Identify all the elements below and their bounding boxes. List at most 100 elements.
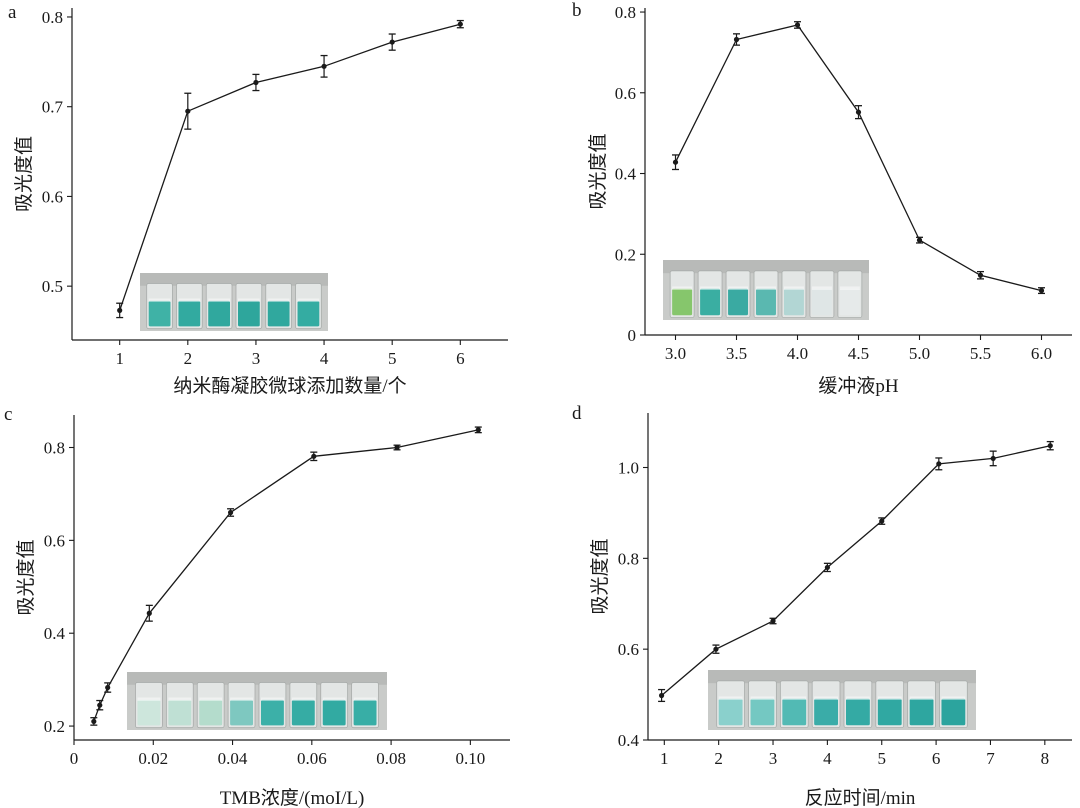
cuvette-liquid-2: [168, 699, 192, 726]
cuvette-meniscus-5: [846, 696, 870, 700]
y-axis-label: 吸光度值: [587, 133, 609, 209]
x-tick-label: 7: [986, 749, 995, 768]
panel-label: c: [4, 404, 12, 425]
data-point: [311, 453, 317, 459]
cuvette-meniscus-4: [230, 697, 253, 701]
data-point: [770, 618, 776, 624]
cuvette-liquid-2: [700, 288, 721, 316]
cuvette-meniscus-1: [148, 298, 171, 302]
cuvette-meniscus-2: [168, 697, 192, 701]
data-point: [672, 159, 679, 165]
cuvette-liquid-4: [238, 300, 260, 327]
chart-panel-c: c 0 0.02 0.04 0.06 0.08 0.10 0.2 0.4 0.6 0.8 TMB浓度/…: [4, 404, 510, 808]
series-line: [674, 24, 1042, 292]
x-tick-label: 1: [660, 749, 669, 768]
cuvette-liquid-7: [909, 698, 934, 726]
inset-cuvette-photo: [708, 670, 976, 730]
data-point: [990, 455, 996, 462]
x-tick-label: 1: [115, 349, 124, 368]
inset-cuvette-photo: [663, 260, 869, 320]
cuvette-liquid-6: [291, 699, 315, 726]
data-point: [855, 109, 862, 115]
y-tick-label: 0.7: [42, 98, 64, 117]
cuvette-meniscus-6: [811, 286, 832, 290]
y-axis-label: 吸光度值: [13, 136, 35, 212]
x-tick-label: 0: [70, 749, 79, 768]
cuvette-meniscus-7: [909, 696, 934, 700]
cuvette-meniscus-3: [208, 298, 230, 302]
x-tick-label: 0.10: [455, 749, 485, 768]
data-point: [879, 518, 885, 524]
cuvette-meniscus-2: [178, 298, 201, 302]
x-tick-label: 5.5: [970, 344, 991, 363]
data-point: [394, 444, 400, 451]
cuvette-liquid-1: [672, 288, 693, 316]
x-axis-label: 纳米酶凝胶微球添加数量/个: [173, 375, 406, 397]
data-point: [936, 461, 942, 467]
cuvette-liquid-2: [750, 698, 775, 726]
x-axis-label: TMB浓度/(moI/L): [220, 787, 365, 808]
cuvette-meniscus-2: [700, 286, 721, 290]
cuvette-liquid-1: [137, 699, 161, 726]
cuvette-meniscus-8: [941, 696, 966, 700]
x-tick-label: 0.06: [297, 749, 327, 768]
cuvette-liquid-8: [941, 698, 966, 726]
panel-label: b: [572, 0, 582, 21]
x-tick-label: 4: [320, 349, 329, 368]
chart-panel-d: d 1 2 3 4 5 6 7 8 0.4 0.6 0.8 1.0 反应时间/min 吸光度值: [572, 403, 1072, 808]
y-tick-label: 0.6: [44, 531, 65, 550]
data-point: [227, 509, 234, 516]
cuvette-meniscus-1: [137, 697, 161, 701]
data-point: [253, 79, 259, 86]
cuvette-liquid-1: [718, 698, 743, 726]
x-tick-label: 4.5: [848, 344, 869, 363]
cuvette-meniscus-5: [261, 697, 284, 701]
x-tick-label: 0.02: [138, 749, 168, 768]
data-point: [794, 22, 801, 28]
y-tick-label: 0.4: [44, 624, 66, 643]
data-point: [146, 610, 152, 616]
y-tick-label: 0.8: [44, 439, 65, 458]
cuvette-meniscus-6: [291, 697, 315, 701]
cuvette-meniscus-5: [783, 286, 804, 290]
cuvette-liquid-6: [811, 288, 832, 316]
data-point: [97, 702, 103, 708]
cuvette-meniscus-3: [728, 286, 749, 290]
y-tick-label: 0: [628, 326, 637, 345]
x-tick-label: 0.04: [218, 749, 248, 768]
cuvette-liquid-1: [148, 300, 171, 327]
data-point: [105, 684, 111, 691]
cuvette-meniscus-1: [718, 696, 743, 700]
y-tick-label: 0.4: [615, 165, 637, 184]
cuvette-meniscus-4: [756, 286, 776, 290]
cuvette-liquid-5: [267, 300, 290, 327]
cuvette-meniscus-5: [267, 298, 290, 302]
cuvette-liquid-5: [783, 288, 804, 316]
data-point: [824, 564, 830, 571]
x-axis-label: 缓冲液pH: [818, 375, 899, 397]
cuvette-liquid-8: [353, 699, 377, 726]
chart-panel-a: a 1 2 3 4 5 6 0.5 0.6 0.7 0.8 纳米酶凝胶微球添加数量/个 吸光度值: [8, 2, 508, 397]
y-axis-label: 吸光度值: [589, 538, 611, 614]
inset-photo-top-band: [127, 672, 387, 685]
data-point: [916, 237, 923, 243]
y-tick-label: 0.4: [618, 731, 640, 750]
data-point: [321, 63, 327, 69]
x-tick-label: 5: [877, 749, 886, 768]
cuvette-liquid-5: [846, 698, 870, 726]
series-line: [119, 23, 461, 311]
y-tick-label: 0.6: [615, 84, 636, 103]
data-point: [457, 21, 463, 27]
data-point: [977, 272, 984, 278]
cuvette-liquid-3: [782, 698, 807, 726]
cuvette-meniscus-8: [353, 697, 377, 701]
cuvette-meniscus-6: [297, 298, 320, 302]
x-tick-label: 2: [184, 349, 193, 368]
data-point: [1047, 443, 1053, 449]
y-tick-label: 0.8: [42, 8, 63, 27]
y-tick-label: 0.6: [42, 187, 63, 206]
data-point: [658, 692, 665, 699]
x-tick-label: 8: [1041, 749, 1050, 768]
cuvette-liquid-4: [814, 698, 838, 726]
